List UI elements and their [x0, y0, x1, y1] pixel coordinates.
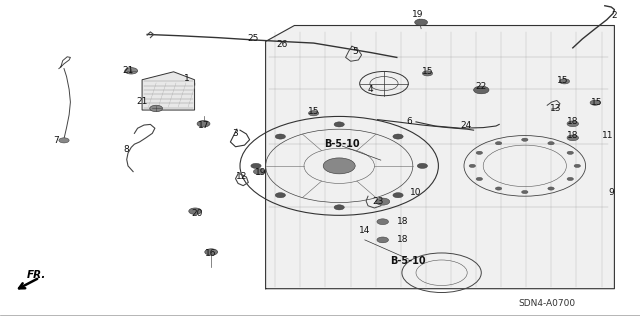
Text: 15: 15	[308, 107, 319, 116]
Text: 15: 15	[557, 76, 569, 85]
Text: 5: 5	[353, 47, 358, 56]
Text: B-5-10: B-5-10	[324, 139, 360, 149]
Text: 6: 6	[407, 117, 412, 126]
Circle shape	[275, 134, 285, 139]
Circle shape	[417, 163, 428, 168]
Text: 8: 8	[124, 145, 129, 154]
Circle shape	[567, 135, 579, 141]
Circle shape	[469, 164, 476, 167]
Text: B-5-10: B-5-10	[390, 256, 426, 266]
Text: 22: 22	[476, 82, 487, 91]
Text: 16: 16	[205, 249, 217, 258]
Circle shape	[308, 111, 319, 116]
Text: SDN4-A0700: SDN4-A0700	[518, 299, 576, 308]
Circle shape	[334, 122, 344, 127]
Text: 18: 18	[397, 235, 409, 244]
Text: 15: 15	[591, 98, 602, 107]
Text: 2: 2	[612, 11, 617, 20]
Polygon shape	[266, 26, 614, 289]
Text: 12: 12	[236, 172, 248, 181]
Circle shape	[275, 193, 285, 198]
Text: 10: 10	[410, 189, 422, 197]
Circle shape	[474, 86, 489, 94]
Text: 25: 25	[247, 34, 259, 43]
Text: 15: 15	[422, 67, 433, 76]
Text: 14: 14	[359, 226, 371, 235]
Circle shape	[205, 249, 218, 255]
Circle shape	[393, 193, 403, 198]
Text: 17: 17	[198, 121, 209, 130]
Circle shape	[376, 198, 390, 205]
Text: 20: 20	[191, 209, 203, 218]
Circle shape	[189, 208, 202, 214]
Circle shape	[567, 151, 573, 154]
Text: 3: 3	[233, 130, 238, 138]
Text: 18: 18	[567, 131, 579, 140]
Circle shape	[567, 121, 579, 127]
Circle shape	[495, 187, 502, 190]
Text: 23: 23	[372, 197, 383, 206]
Circle shape	[59, 138, 69, 143]
Circle shape	[567, 177, 573, 181]
Circle shape	[377, 219, 388, 225]
Text: 13: 13	[550, 104, 561, 113]
Text: 1: 1	[184, 74, 189, 83]
Text: 7: 7	[54, 136, 59, 145]
Circle shape	[377, 237, 388, 243]
Circle shape	[415, 19, 428, 26]
Circle shape	[422, 71, 433, 76]
Text: 26: 26	[276, 40, 287, 48]
Circle shape	[393, 134, 403, 139]
Circle shape	[522, 190, 528, 194]
Text: 21: 21	[122, 66, 134, 75]
Text: FR.: FR.	[27, 270, 46, 280]
Circle shape	[323, 158, 355, 174]
Circle shape	[590, 100, 600, 105]
Circle shape	[253, 169, 265, 174]
Circle shape	[476, 177, 483, 181]
Text: 19: 19	[255, 168, 267, 177]
Circle shape	[125, 68, 138, 74]
Text: 9: 9	[609, 189, 614, 197]
Circle shape	[251, 163, 261, 168]
Circle shape	[548, 142, 554, 145]
Text: 19: 19	[412, 10, 423, 19]
Circle shape	[574, 164, 580, 167]
Text: 24: 24	[460, 121, 472, 130]
Circle shape	[548, 187, 554, 190]
Text: 11: 11	[602, 131, 614, 140]
Text: 18: 18	[567, 117, 579, 126]
Polygon shape	[142, 72, 195, 110]
Circle shape	[559, 79, 570, 84]
Circle shape	[476, 151, 483, 154]
Circle shape	[522, 138, 528, 141]
Circle shape	[150, 105, 163, 112]
Circle shape	[495, 142, 502, 145]
Circle shape	[197, 121, 210, 127]
Circle shape	[334, 205, 344, 210]
Text: 18: 18	[397, 217, 409, 226]
Text: 4: 4	[367, 85, 372, 94]
Text: 21: 21	[136, 97, 148, 106]
